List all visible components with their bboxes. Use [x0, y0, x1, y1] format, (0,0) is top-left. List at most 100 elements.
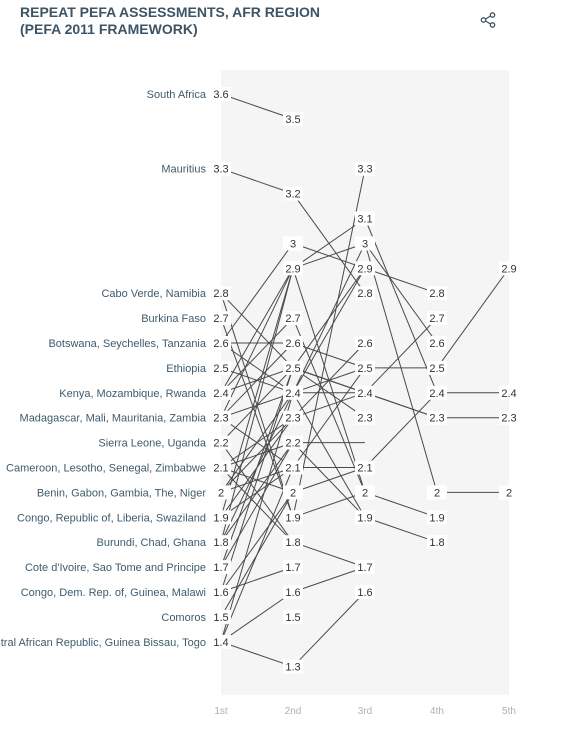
value-label-halo [211, 410, 231, 425]
value-label-halo [355, 286, 375, 301]
series-segment [364, 267, 438, 294]
series-segment [364, 491, 438, 518]
value-label: 3.2 [285, 189, 300, 201]
value-label: 1.7 [213, 562, 228, 574]
value-label: 2 [362, 487, 368, 499]
series-segment [292, 268, 366, 369]
value-label: 2.5 [429, 363, 444, 375]
value-label: 2.5 [357, 363, 372, 375]
value-label: 2.1 [213, 463, 228, 475]
value-label-halo [499, 410, 519, 425]
value-label-halo [283, 510, 303, 525]
value-label-halo [283, 311, 303, 326]
value-label-halo [427, 311, 447, 326]
x-tick-label: 2nd [285, 706, 302, 717]
series-segment [220, 442, 294, 568]
series-segment [220, 392, 294, 642]
series-segment [220, 367, 294, 593]
value-label-halo [355, 211, 375, 226]
value-label-halo [211, 311, 231, 326]
value-label: 2.5 [285, 363, 300, 375]
value-label-halo [283, 460, 303, 475]
value-label: 2.4 [213, 388, 228, 400]
series-segment [292, 367, 366, 468]
series-segment [220, 492, 294, 593]
value-label-halo [211, 634, 231, 649]
value-label-halo [211, 585, 231, 599]
category-label: Kenya, Mozambique, Rwanda [59, 388, 207, 400]
value-label-halo [355, 360, 375, 375]
value-label-halo [283, 336, 303, 350]
value-label-halo [283, 385, 303, 400]
category-label: Mauritius [161, 164, 206, 176]
series-segment [364, 392, 438, 419]
value-label-halo [283, 410, 303, 425]
value-label-halo [427, 510, 447, 525]
value-label: 2.6 [357, 338, 372, 350]
value-label: 2.9 [501, 263, 516, 275]
value-label-halo [283, 585, 303, 599]
value-label: 2.6 [213, 338, 228, 350]
value-label-halo [499, 261, 519, 276]
series-lines [220, 93, 510, 668]
value-label: 2.9 [285, 263, 300, 275]
value-label-halo [283, 186, 303, 201]
share-button[interactable] [476, 8, 500, 32]
category-label: Comoros [161, 612, 206, 624]
value-label-halo [283, 485, 303, 500]
value-label: 3.1 [357, 214, 372, 226]
value-label: 2.8 [357, 288, 372, 300]
value-label: 2.3 [357, 413, 372, 425]
value-label: 3.3 [213, 164, 228, 176]
category-label: South Africa [147, 89, 207, 101]
category-label: Botswana, Seychelles, Tanzania [48, 338, 206, 350]
value-label: 3.5 [285, 114, 300, 126]
value-label: 2.4 [429, 388, 444, 400]
value-label: 2.2 [285, 438, 300, 450]
series-segment [292, 591, 366, 668]
value-label: 1.6 [213, 587, 228, 599]
value-label: 1.9 [429, 512, 444, 524]
category-labels: South Africa Mauritius Cabo Verde, Namibia… [0, 89, 207, 649]
value-label: 2.4 [285, 388, 300, 400]
value-label: 2.3 [213, 413, 228, 425]
value-label-halo [427, 385, 447, 400]
series-segment [364, 243, 438, 344]
value-label-halo [211, 385, 231, 400]
value-label-halo [211, 336, 231, 350]
value-label: 2.7 [429, 313, 444, 325]
series-segment [292, 566, 366, 593]
x-tick-label: 1st [214, 706, 228, 717]
category-label: Cameroon, Lesotho, Senegal, Zimbabwe [6, 463, 206, 475]
value-label-halo [211, 360, 231, 375]
value-label-halo [283, 261, 303, 276]
value-label: 2.2 [213, 438, 228, 450]
series-segment [220, 442, 294, 543]
value-labels: 3.6 3.3 2.8 2.7 2.6 2.5 2.4 2.3 2.2 2.1 2 1.9 1.8 1.7… [211, 87, 519, 674]
value-label: 2.7 [285, 313, 300, 325]
value-label-halo [283, 659, 303, 674]
value-label-halo [211, 87, 231, 101]
value-label-halo [355, 236, 375, 251]
series-segment [220, 243, 294, 344]
value-label: 1.5 [285, 612, 300, 624]
category-label: Madagascar, Mali, Mauritania, Zambia [20, 413, 207, 425]
category-label: Benin, Gabon, Gambia, The, Niger [37, 487, 207, 499]
value-label: 2.3 [429, 413, 444, 425]
value-label: 3 [290, 238, 296, 250]
series-segment [220, 268, 294, 394]
value-label-halo [355, 261, 375, 276]
series-segment [220, 591, 294, 643]
series-segment [436, 268, 510, 369]
x-tick-label: 3rd [358, 706, 372, 717]
series-segment [220, 317, 294, 394]
series-segment [292, 541, 366, 568]
value-label-halo [211, 485, 231, 500]
value-label-halo [427, 360, 447, 375]
value-label: 2.8 [429, 288, 444, 300]
x-tick-label: 4th [430, 706, 444, 717]
series-segment [292, 218, 366, 269]
category-label: Cabo Verde, Namibia [101, 288, 206, 300]
category-label: Ethiopia [166, 363, 207, 375]
